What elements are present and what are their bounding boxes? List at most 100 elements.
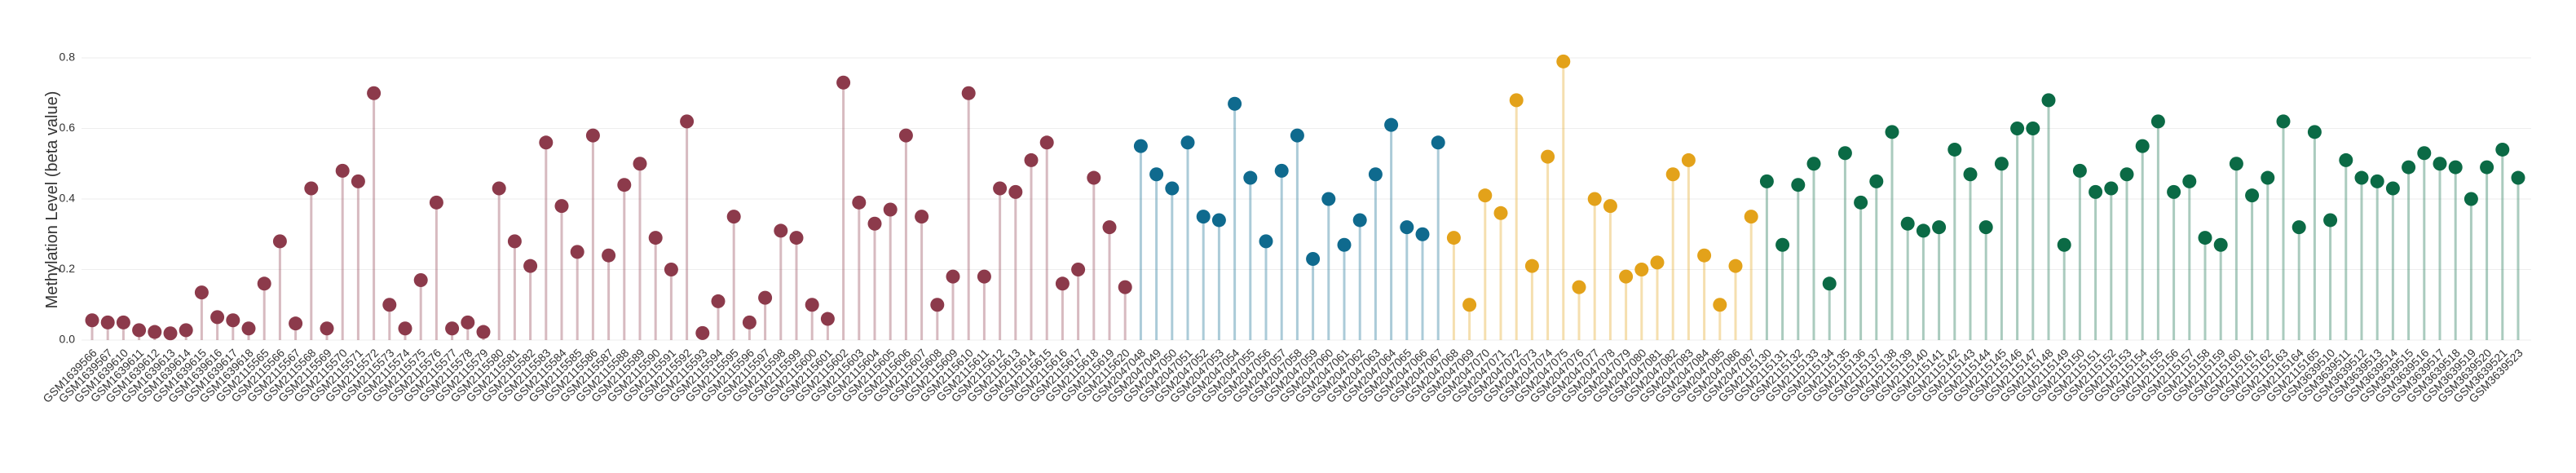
y-tick-label: 0.2 (60, 262, 76, 275)
dot (2307, 125, 2322, 139)
dot (1806, 157, 1821, 171)
dot (1149, 167, 1164, 182)
dot (1400, 220, 1414, 235)
dot (226, 313, 240, 328)
dot (163, 326, 178, 341)
dot (726, 210, 741, 224)
dot (1071, 263, 1086, 276)
dot (1102, 220, 1117, 235)
dot (1900, 216, 1915, 231)
dot (1493, 206, 1508, 220)
dot (539, 135, 554, 150)
dot (695, 325, 710, 340)
dot (758, 290, 773, 305)
dot (585, 128, 600, 143)
dot (1681, 153, 1696, 167)
dot (1556, 54, 1571, 69)
dot (2213, 237, 2228, 252)
dot (2072, 163, 2087, 178)
dot (116, 315, 130, 329)
dot (1541, 149, 1555, 164)
dot (1791, 178, 1806, 192)
dot (1713, 298, 1727, 312)
y-tick-label: 0.6 (60, 121, 76, 134)
dot (1744, 210, 1758, 224)
dot (1572, 280, 1586, 294)
dot (1196, 210, 1211, 224)
dot (1211, 213, 1226, 228)
dot (1133, 139, 1148, 153)
dot (2448, 160, 2463, 175)
dot (1634, 263, 1649, 276)
dot (1854, 195, 1868, 210)
dot (993, 181, 1008, 196)
dot (1165, 181, 1180, 196)
dot (898, 128, 913, 143)
dot (1431, 135, 1445, 150)
dot (961, 86, 976, 100)
dot (915, 210, 929, 224)
dot (1869, 174, 1884, 188)
dot (1290, 128, 1304, 143)
dot (711, 294, 726, 308)
dot (867, 216, 882, 231)
dot (2198, 231, 2212, 245)
dot (461, 315, 475, 329)
dot (1055, 276, 1070, 291)
dot (774, 223, 788, 238)
dot (429, 195, 443, 210)
dot (257, 276, 271, 291)
dot (132, 323, 147, 338)
dot (1697, 248, 1712, 263)
dot (194, 285, 209, 300)
dot (507, 234, 522, 249)
dot (1916, 223, 1930, 238)
dot (2402, 160, 2416, 175)
dot (2182, 174, 2197, 188)
dot (1963, 167, 1978, 182)
dot (1759, 174, 1774, 188)
dot (1837, 146, 1852, 161)
dot (820, 312, 835, 326)
dot (2010, 122, 2025, 135)
dot (1619, 269, 1634, 284)
dot (304, 181, 319, 196)
dot (210, 310, 225, 325)
dot (1978, 220, 1993, 235)
dot (382, 298, 397, 312)
dot (367, 86, 382, 100)
dot (398, 321, 412, 336)
dot (1509, 93, 1524, 108)
dot (2150, 114, 2165, 129)
dot (1947, 142, 1962, 157)
dot (1321, 192, 1336, 206)
dot (2385, 181, 2400, 196)
dot (492, 181, 506, 196)
dot (2291, 220, 2306, 235)
dot (1524, 259, 1539, 273)
dot (1008, 184, 1023, 199)
dot (2261, 170, 2275, 185)
dot (241, 321, 256, 336)
y-tick-label: 0.0 (60, 333, 76, 346)
dot (2041, 93, 2056, 108)
dot (1118, 280, 1132, 294)
dot (1478, 188, 1493, 203)
dot (476, 325, 491, 339)
dot (272, 234, 287, 249)
dot (413, 272, 428, 287)
dot (570, 245, 584, 259)
dot (1337, 237, 1352, 252)
dot (2495, 142, 2510, 157)
dot (1087, 170, 1101, 185)
dot (1415, 227, 1430, 241)
dot (2354, 170, 2369, 185)
dot (2229, 157, 2243, 171)
dot (1352, 213, 1367, 228)
dot (836, 75, 851, 90)
dot (1228, 96, 1242, 111)
dot (2480, 160, 2494, 175)
dot (2323, 213, 2338, 228)
